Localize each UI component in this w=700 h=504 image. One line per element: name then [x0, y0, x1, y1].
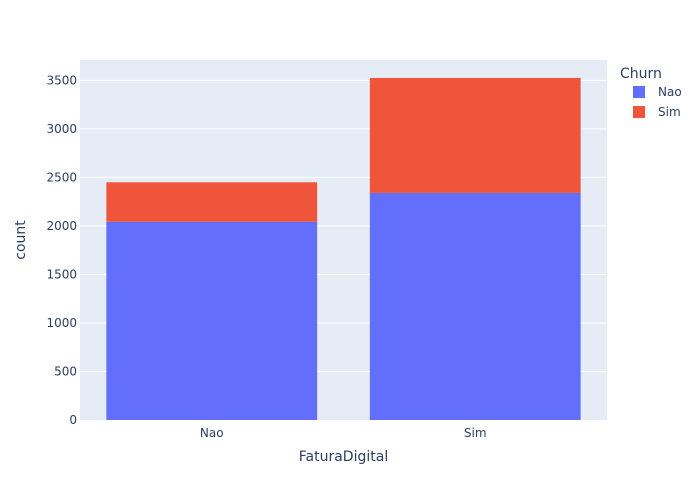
- bar-sim-churn-sim[interactable]: [369, 77, 581, 193]
- y-tick-label: 0: [69, 413, 77, 427]
- y-tick-label: 3000: [46, 122, 77, 136]
- x-tick-label: Nao: [200, 426, 224, 440]
- x-axis-ticks: Nao Sim: [200, 426, 487, 440]
- x-axis-title: FaturaDigital: [299, 449, 388, 465]
- bars: [106, 77, 581, 420]
- bar-sim-churn-nao[interactable]: [369, 192, 581, 420]
- y-tick-label: 1500: [46, 267, 77, 281]
- legend-label-sim[interactable]: Sim: [658, 105, 681, 119]
- y-tick-label: 500: [54, 364, 77, 378]
- y-axis-title: count: [13, 220, 29, 260]
- legend-label-nao[interactable]: Nao: [658, 85, 682, 99]
- legend-title: Churn: [620, 66, 662, 82]
- bar-nao-churn-nao[interactable]: [106, 221, 318, 420]
- y-tick-label: 2500: [46, 170, 77, 184]
- legend-swatch-nao[interactable]: [633, 86, 645, 98]
- y-tick-label: 2000: [46, 219, 77, 233]
- y-axis-ticks: 0 500 1000 1500 2000 2500 3000 3500: [46, 73, 77, 427]
- y-tick-label: 3500: [46, 73, 77, 87]
- bar-nao-churn-sim[interactable]: [106, 182, 318, 222]
- legend: Churn Nao Sim: [620, 66, 682, 119]
- legend-swatch-sim[interactable]: [633, 106, 645, 118]
- y-tick-label: 1000: [46, 316, 77, 330]
- x-tick-label: Sim: [464, 426, 487, 440]
